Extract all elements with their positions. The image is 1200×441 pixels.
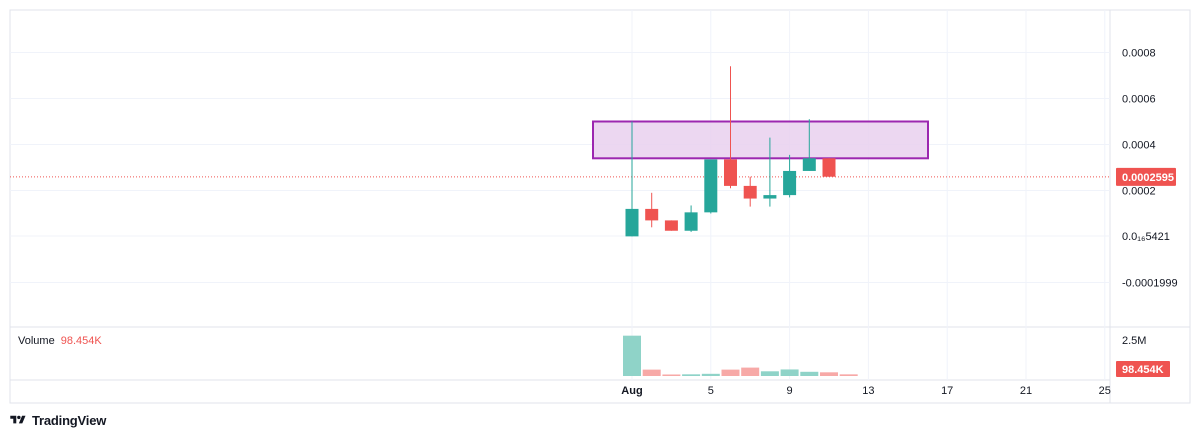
x-tick-label: 21 bbox=[1020, 385, 1032, 397]
tradingview-icon bbox=[10, 415, 26, 424]
volume-axis-label: 2.5M bbox=[1122, 335, 1146, 347]
volume-bar bbox=[839, 374, 858, 376]
candle-body bbox=[724, 159, 737, 186]
y-tick-label: -0.0001999 bbox=[1122, 277, 1178, 289]
candle-body bbox=[822, 158, 836, 177]
candle-body bbox=[783, 170, 797, 196]
volume-bar bbox=[662, 374, 681, 376]
brand-name: TradingView bbox=[32, 412, 107, 428]
y-tick-label: 0.0006 bbox=[1122, 94, 1156, 106]
candle-body bbox=[802, 158, 816, 171]
chart-frame bbox=[9, 9, 1191, 404]
volume-bar bbox=[780, 369, 799, 376]
y-tick-label: 0.0008 bbox=[1122, 48, 1156, 60]
x-tick-label: 17 bbox=[941, 385, 953, 397]
volume-bar bbox=[642, 369, 661, 376]
candle-body bbox=[743, 185, 757, 199]
x-tick-label: 9 bbox=[787, 385, 793, 397]
volume-bar bbox=[623, 335, 641, 376]
y-tick-label: 0.0002 bbox=[1122, 186, 1156, 198]
volume-bar bbox=[721, 369, 740, 376]
y-tick-label: 0.0004 bbox=[1122, 140, 1156, 152]
x-tick-label: Aug bbox=[621, 385, 642, 397]
volume-value-badge-label: 98.454K bbox=[1122, 364, 1164, 376]
last-price-label: 0.0002595 bbox=[1122, 172, 1174, 184]
candle-body bbox=[645, 208, 659, 221]
volume-bar bbox=[741, 367, 760, 376]
volume-bar bbox=[701, 373, 720, 376]
volume-label: Volume bbox=[18, 335, 55, 347]
last-price-badge bbox=[1116, 167, 1176, 186]
tradingview-logo[interactable]: TradingView bbox=[9, 410, 106, 430]
x-tick-label: 25 bbox=[1099, 385, 1111, 397]
x-tick-label: 13 bbox=[862, 385, 874, 397]
volume-value: 98.454K bbox=[60, 335, 102, 347]
candle-body bbox=[684, 212, 698, 231]
candle-body bbox=[664, 220, 678, 231]
candle-body bbox=[704, 159, 718, 213]
x-tick-label: 5 bbox=[708, 385, 714, 397]
volume-bar bbox=[800, 371, 819, 376]
volume-value-badge bbox=[1116, 361, 1170, 377]
volume-legend: Volume 98.454K bbox=[18, 335, 102, 347]
candle-body bbox=[625, 208, 639, 237]
candle-body bbox=[763, 195, 777, 199]
volume-bar bbox=[760, 371, 779, 376]
y-tick-label: 0.0₁₆5421 bbox=[1122, 231, 1170, 243]
volume-bar bbox=[682, 374, 701, 376]
price-zone-rectangle bbox=[592, 120, 929, 160]
volume-bar bbox=[820, 372, 838, 376]
